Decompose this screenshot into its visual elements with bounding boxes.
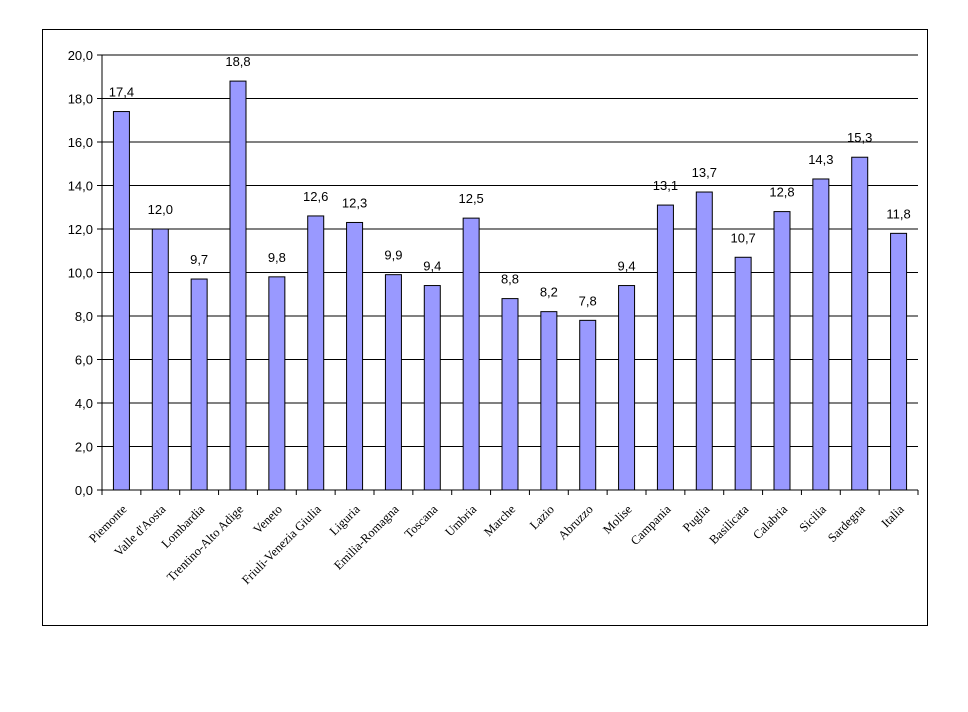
bar xyxy=(618,285,636,491)
bar xyxy=(695,191,713,491)
bar xyxy=(656,204,674,491)
bar xyxy=(540,311,558,491)
bar xyxy=(423,285,441,491)
category-label: Molise xyxy=(600,502,635,537)
data-label: 13,7 xyxy=(692,165,717,180)
data-label: 12,8 xyxy=(769,185,794,200)
data-label: 7,8 xyxy=(579,293,597,308)
bar xyxy=(462,217,480,491)
data-label: 9,9 xyxy=(384,248,402,263)
bar xyxy=(268,276,286,491)
category-label: Sicilia xyxy=(796,502,829,535)
data-label: 9,4 xyxy=(423,259,441,274)
bar xyxy=(384,274,402,491)
bar xyxy=(734,256,752,491)
category-label: Veneto xyxy=(251,502,285,536)
category-label: Campania xyxy=(628,502,674,548)
y-tick-label: 8,0 xyxy=(75,309,93,324)
bar xyxy=(579,319,597,491)
y-tick-label: 14,0 xyxy=(68,179,93,194)
bar xyxy=(190,278,208,491)
bar xyxy=(890,232,908,491)
y-tick-label: 12,0 xyxy=(68,222,93,237)
data-label: 13,1 xyxy=(653,178,678,193)
y-tick-label: 16,0 xyxy=(68,135,93,150)
y-tick-label: 2,0 xyxy=(75,440,93,455)
category-label: Trentino-Alto Adige xyxy=(164,502,246,584)
category-label: Calabria xyxy=(750,502,790,542)
data-label: 15,3 xyxy=(847,130,872,145)
bar xyxy=(229,80,247,491)
bar xyxy=(151,228,169,491)
y-tick-label: 20,0 xyxy=(68,48,93,63)
bar xyxy=(346,221,364,491)
data-label: 10,7 xyxy=(730,230,755,245)
bar xyxy=(773,211,791,491)
y-tick-label: 4,0 xyxy=(75,396,93,411)
data-label: 8,2 xyxy=(540,285,558,300)
data-label: 8,8 xyxy=(501,272,519,287)
data-label: 18,8 xyxy=(225,54,250,69)
data-label: 9,4 xyxy=(618,259,636,274)
category-label: Marche xyxy=(481,502,518,539)
y-tick-label: 18,0 xyxy=(68,92,93,107)
category-label: Basilicata xyxy=(707,502,752,547)
data-label: 11,8 xyxy=(886,206,910,221)
category-label: Puglia xyxy=(680,502,713,535)
category-label: Liguria xyxy=(327,502,363,538)
data-label: 12,0 xyxy=(148,202,173,217)
data-label: 14,3 xyxy=(808,152,833,167)
y-tick-label: 10,0 xyxy=(68,266,93,281)
bar xyxy=(501,298,519,491)
category-label: Lazio xyxy=(527,502,557,532)
bar xyxy=(112,111,130,491)
category-label: Toscana xyxy=(402,502,441,541)
data-label: 9,7 xyxy=(190,252,208,267)
y-tick-label: 6,0 xyxy=(75,353,93,368)
bar xyxy=(307,215,325,491)
category-label: Abruzzo xyxy=(555,502,595,542)
data-label: 9,8 xyxy=(268,250,286,265)
y-tick-label: 0,0 xyxy=(75,483,93,498)
category-label: Italia xyxy=(879,502,907,530)
bar xyxy=(812,178,830,491)
data-label: 17,4 xyxy=(109,85,134,100)
bar xyxy=(851,156,869,491)
data-label: 12,3 xyxy=(342,195,367,210)
data-label: 12,5 xyxy=(458,191,483,206)
data-label: 12,6 xyxy=(303,189,328,204)
category-label: Sardegna xyxy=(825,502,868,545)
category-label: Umbria xyxy=(442,502,479,539)
